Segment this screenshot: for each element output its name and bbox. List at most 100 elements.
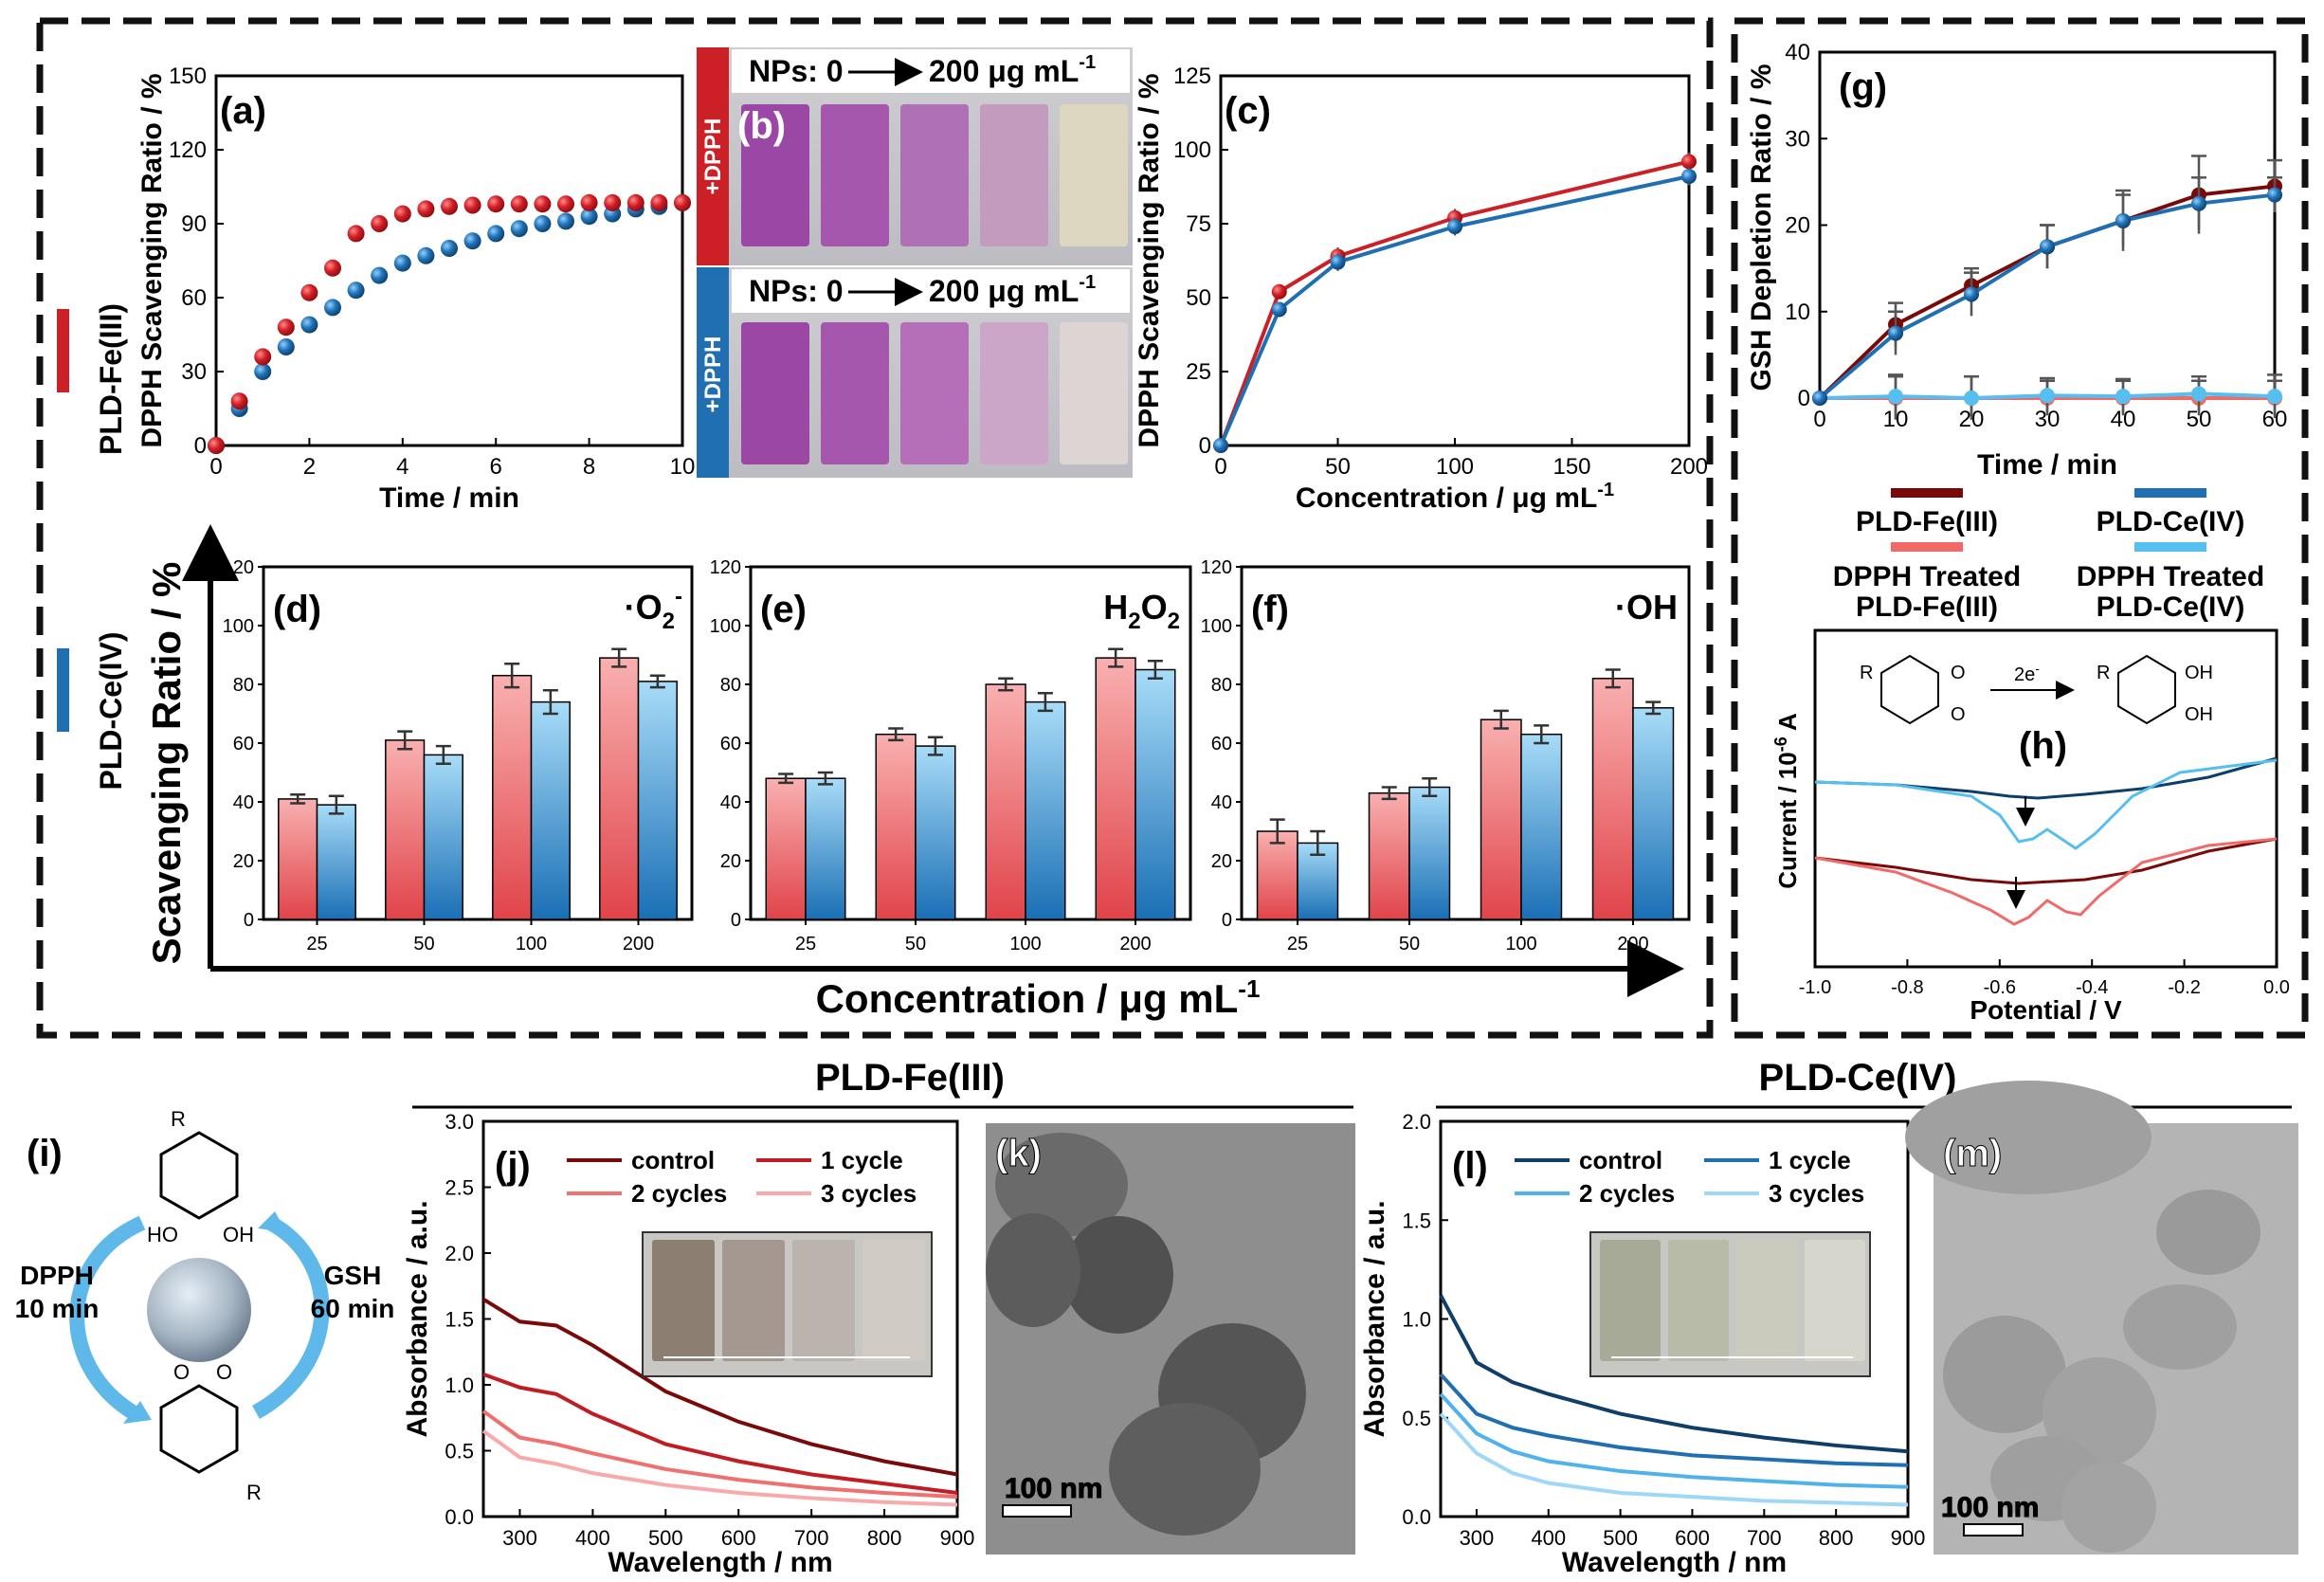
svg-text:100 nm: 100 nm [1941,1492,2039,1523]
data-point [1271,283,1287,300]
bar [765,777,807,920]
x-tick-label: -0.2 [2168,977,2200,998]
reaction-label: 2e- [2014,661,2040,685]
y-axis-title: Absorbance / a.u. [402,1200,433,1437]
y-tick-label: 60 [233,734,254,755]
x-tick-label: 150 [1552,454,1590,480]
data-point [1681,154,1697,170]
bar [385,739,426,920]
series-line [481,1409,958,1500]
photo-b-top-text-2-end: 200 μg mL-1 [929,272,1096,308]
fe-color-bar [57,309,69,392]
inset-photo-l [1589,1231,1871,1377]
ring [1880,654,1939,725]
x-tick-label: 0.0 [2263,977,2290,998]
x-tick-label: 2 [303,454,316,480]
y-tick-label: 60 [181,285,207,311]
data-point [347,225,365,243]
x-tick-label: 0 [1813,407,1825,432]
data-point [1330,254,1346,270]
data-point [604,193,622,211]
legend-label: control [1579,1146,1662,1174]
data-point [324,259,341,277]
series-line [1814,758,2278,850]
data-point [1447,219,1462,235]
svg-text:PLD-Ce(IV): PLD-Ce(IV) [2097,591,2245,623]
panel-label: (l) [1452,1145,1488,1187]
bar [530,700,571,920]
ring [2117,654,2176,725]
svg-text:R: R [171,1107,186,1131]
y-tick-label: 20 [1211,851,1232,872]
bar [278,798,318,920]
panel-label: (c) [1225,90,1271,132]
bar [423,754,463,920]
data-point [208,437,225,454]
svg-text:OH: OH [223,1223,254,1246]
svg-text:O: O [173,1360,190,1384]
y-tick-label: 50 [1186,285,1211,311]
nanoparticle-image [147,1258,251,1362]
big-ylabel: Scavenging Ratio / % [144,562,189,965]
x-tick-label: 300 [502,1526,537,1550]
y-tick-label: 0.5 [445,1440,474,1464]
svg-text:DPPH: DPPH [20,1261,94,1290]
y-tick-label: 80 [720,675,741,696]
ce-side-label: PLD-Ce(IV) [94,631,128,790]
vials-bottom [741,322,1128,464]
y-tick-label: 0 [1222,910,1232,931]
series-line [481,1297,958,1477]
panel-label: (f) [1251,589,1289,630]
panel-label: (j) [495,1145,531,1187]
x-tick-label: 50 [905,934,926,955]
x-tick-label: 800 [867,1526,902,1550]
data-point [417,246,435,264]
chart-f: 0 20 40 60 80 100 120 25 50 100 200 (f) ·OH [1201,557,1691,955]
bar [1408,786,1451,920]
data-point [534,195,552,213]
data-point [463,232,481,250]
ce-color-bar [57,648,69,732]
svg-text:O: O [216,1360,232,1384]
x-tick-label: 700 [1747,1526,1782,1550]
y-axis-title: Current / 10-6 A [1771,713,1802,889]
bar [985,683,1026,920]
svg-text:GSH: GSH [324,1261,382,1290]
x-tick-label: 300 [1460,1526,1495,1550]
y-tick-label: 3.0 [445,1110,474,1134]
x-tick-label: 600 [721,1526,756,1550]
y-tick-label: 10 [1785,300,1810,325]
series-line [1439,1392,1909,1489]
data-point [300,316,318,334]
vials-top [741,104,1128,246]
chart-j: 300 400 500 600 700 800 900 0.0 0.5 1.0 1.5 2.0 2.5 3… [402,1110,974,1578]
bar [1520,733,1563,920]
y-axis-title: Absorbance / a.u. [1359,1200,1390,1437]
y-tick-label: 1.0 [1402,1308,1431,1332]
data-point [534,215,552,232]
data-point [2191,386,2206,402]
y-tick-label: 0.0 [445,1505,474,1529]
y-tick-label: 100 [710,616,741,637]
y-tick-label: 0 [731,910,741,931]
bar [875,733,917,920]
series-line [482,1372,958,1495]
x-tick-label: 50 [1325,454,1351,480]
y-tick-label: 90 [181,211,207,237]
y-tick-label: 125 [1173,64,1211,89]
svg-text:10 min: 10 min [15,1294,100,1323]
tem-image-k: 100 nm (k) [986,1123,1355,1555]
chart-h: -1.0 -0.8 -0.6 -0.4 -0.2 0.0 Potential / V Curr… [1771,628,2290,1025]
r-label: R [2097,663,2110,683]
x-tick-label: 25 [795,934,816,955]
fe-side-label: PLD-Fe(III) [94,303,128,455]
y-tick-label: 0 [244,910,254,931]
species-label: ·OH [1615,588,1678,627]
x-tick-label: 200 [1617,934,1648,955]
oh-label: OH [2185,704,2213,725]
x-axis-title: Time / min [1977,449,2117,481]
svg-text:PLD-Fe(III): PLD-Fe(III) [1856,591,1998,623]
y-tick-label: 120 [710,557,741,578]
data-point [393,205,411,223]
